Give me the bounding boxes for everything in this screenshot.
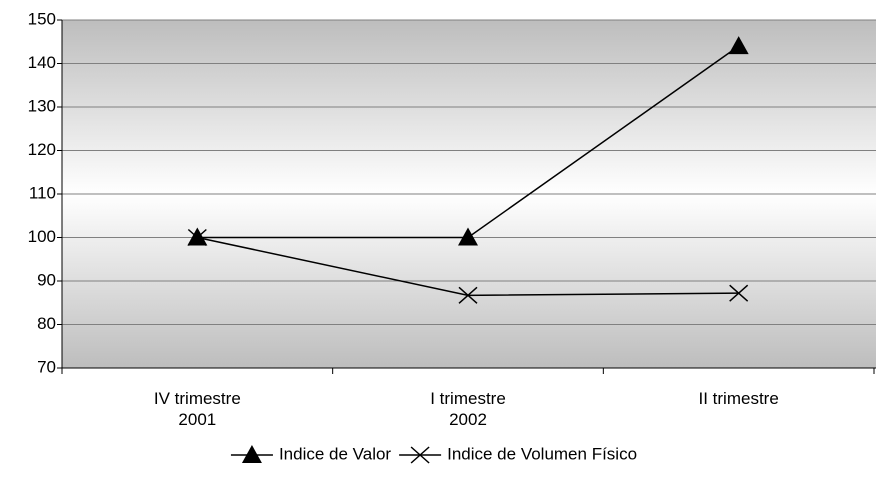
legend-marker: [410, 446, 430, 464]
data-point: [458, 286, 478, 304]
x-tick-label: IV trimestre 2001: [153, 389, 241, 429]
legend-marker: [241, 445, 262, 463]
data-point: [458, 227, 478, 246]
y-tick-label: 80: [37, 314, 56, 333]
y-tick-label: 120: [28, 140, 56, 159]
legend-label: Indice de Volumen Físico: [447, 444, 637, 463]
data-point: [728, 36, 749, 55]
y-tick-label: 150: [28, 9, 56, 28]
x-tick-label: I trimestre 2002: [430, 389, 506, 429]
x-tick-label: II trimestre: [698, 389, 779, 408]
y-tick-label: 130: [28, 96, 56, 115]
y-tick-label: 70: [37, 357, 56, 376]
legend-label: Indice de Valor: [279, 444, 391, 463]
y-tick-label: 110: [29, 183, 56, 202]
y-tick-label: 100: [28, 227, 56, 246]
y-tick-label: 140: [28, 53, 56, 72]
data-point: [187, 228, 207, 247]
y-tick-label: 90: [37, 270, 56, 289]
data-point: [729, 284, 749, 302]
